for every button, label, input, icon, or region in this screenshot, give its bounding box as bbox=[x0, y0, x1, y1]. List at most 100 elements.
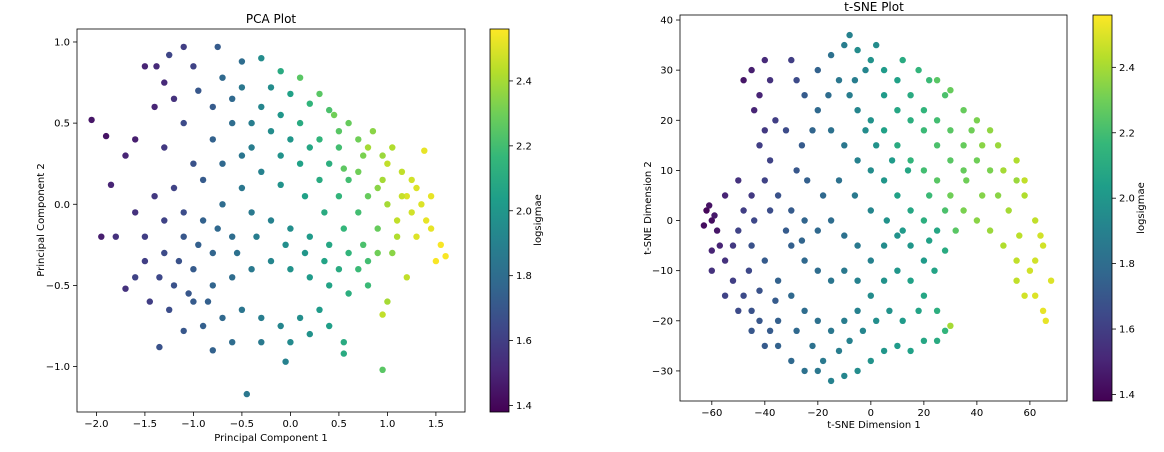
tsne-point bbox=[851, 192, 859, 199]
pca-colorbar-label: logsigmae bbox=[533, 194, 544, 246]
tsne-point bbox=[819, 357, 827, 365]
tsne-point bbox=[933, 307, 941, 314]
tsne-point bbox=[867, 207, 874, 214]
pca-point bbox=[369, 128, 377, 135]
tsne-point bbox=[814, 66, 821, 74]
tsne-point bbox=[886, 307, 893, 314]
tsne-point bbox=[926, 77, 933, 84]
pca-point bbox=[355, 168, 362, 175]
pca-point bbox=[398, 168, 406, 175]
pca-y-tick-label: −1.0 bbox=[46, 362, 70, 373]
tsne-point bbox=[973, 117, 981, 124]
pca-point bbox=[258, 314, 265, 322]
tsne-point bbox=[708, 267, 715, 274]
tsne-point bbox=[1013, 157, 1020, 164]
tsne-point bbox=[926, 192, 933, 199]
tsne-point bbox=[841, 142, 848, 149]
pca-point bbox=[229, 233, 236, 240]
tsne-point bbox=[880, 347, 888, 355]
tsne-point bbox=[854, 242, 861, 249]
tsne-point bbox=[814, 107, 821, 114]
pca-point bbox=[156, 274, 163, 281]
tsne-point bbox=[827, 327, 835, 334]
pca-point bbox=[229, 95, 236, 103]
tsne-point bbox=[711, 212, 718, 219]
tsne-point bbox=[973, 217, 981, 224]
tsne-point bbox=[788, 207, 795, 214]
pca-point bbox=[379, 311, 386, 318]
tsne-point bbox=[846, 337, 853, 344]
tsne-point bbox=[751, 107, 758, 114]
tsne-point bbox=[756, 317, 763, 324]
pca-point bbox=[267, 257, 275, 265]
pca-colorbar-gradient bbox=[489, 28, 510, 413]
pca-point bbox=[418, 201, 425, 208]
tsne-point bbox=[814, 227, 821, 234]
tsne-point bbox=[827, 127, 835, 134]
pca-point bbox=[364, 144, 372, 151]
tsne-point bbox=[867, 117, 874, 124]
tsne-point bbox=[894, 342, 901, 350]
tsne-point bbox=[835, 177, 843, 184]
pca-point bbox=[326, 160, 333, 167]
tsne-point bbox=[721, 192, 729, 199]
tsne-x-tick-label: −40 bbox=[754, 408, 775, 419]
pca-point bbox=[379, 366, 386, 373]
pca-point bbox=[413, 233, 420, 240]
pca-point bbox=[360, 241, 367, 248]
tsne-point bbox=[920, 107, 928, 114]
tsne-point bbox=[814, 267, 821, 274]
tsne-point bbox=[862, 66, 869, 74]
tsne-point bbox=[801, 307, 808, 314]
tsne-x-tick-label: 60 bbox=[1024, 408, 1037, 419]
tsne-y-tick-label: −10 bbox=[652, 266, 673, 277]
tsne-point bbox=[883, 217, 890, 224]
tsne-point bbox=[1013, 177, 1020, 184]
tsne-point bbox=[1037, 232, 1044, 239]
tsne-point bbox=[894, 77, 901, 84]
pca-point bbox=[408, 176, 415, 184]
tsne-point bbox=[960, 207, 967, 214]
pca-point bbox=[132, 274, 139, 281]
pca-point bbox=[141, 63, 149, 70]
tsne-point bbox=[735, 307, 742, 314]
pca-axes-frame bbox=[76, 28, 466, 413]
tsne-point bbox=[801, 367, 808, 375]
pca-point bbox=[389, 249, 396, 257]
pca-point bbox=[233, 249, 241, 257]
tsne-point bbox=[986, 167, 994, 174]
tsne-point bbox=[740, 207, 747, 214]
tsne-point bbox=[766, 327, 774, 334]
tsne-point bbox=[825, 92, 832, 99]
tsne-point bbox=[761, 177, 768, 184]
pca-point bbox=[287, 339, 294, 346]
pca-y-tick-label: 0.0 bbox=[54, 200, 70, 211]
pca-point bbox=[335, 266, 343, 273]
tsne-x-axis-ticks: −60 −40 −20 0 20 40 60 bbox=[701, 401, 1036, 419]
pca-point bbox=[219, 201, 226, 208]
pca-point bbox=[384, 298, 391, 305]
pca-point bbox=[374, 184, 381, 192]
tsne-point bbox=[986, 127, 994, 134]
tsne-point bbox=[1000, 167, 1007, 174]
pca-colorbar-tick-label: 1.8 bbox=[516, 271, 532, 282]
tsne-point bbox=[735, 227, 742, 234]
tsne-point bbox=[1047, 277, 1055, 284]
tsne-point bbox=[854, 277, 861, 284]
tsne-point bbox=[756, 92, 763, 99]
pca-x-tick-label: 0.5 bbox=[331, 419, 347, 430]
pca-point bbox=[107, 181, 115, 188]
tsne-point bbox=[894, 192, 901, 199]
tsne-point bbox=[713, 227, 721, 234]
tsne-point bbox=[979, 192, 986, 199]
pca-point bbox=[161, 217, 168, 224]
tsne-point bbox=[748, 307, 755, 314]
pca-point bbox=[209, 249, 216, 257]
tsne-point bbox=[841, 41, 848, 49]
pca-point bbox=[243, 390, 250, 398]
tsne-point bbox=[788, 357, 795, 365]
pca-point bbox=[170, 184, 178, 192]
tsne-point bbox=[873, 317, 880, 324]
tsne-point bbox=[774, 277, 782, 284]
